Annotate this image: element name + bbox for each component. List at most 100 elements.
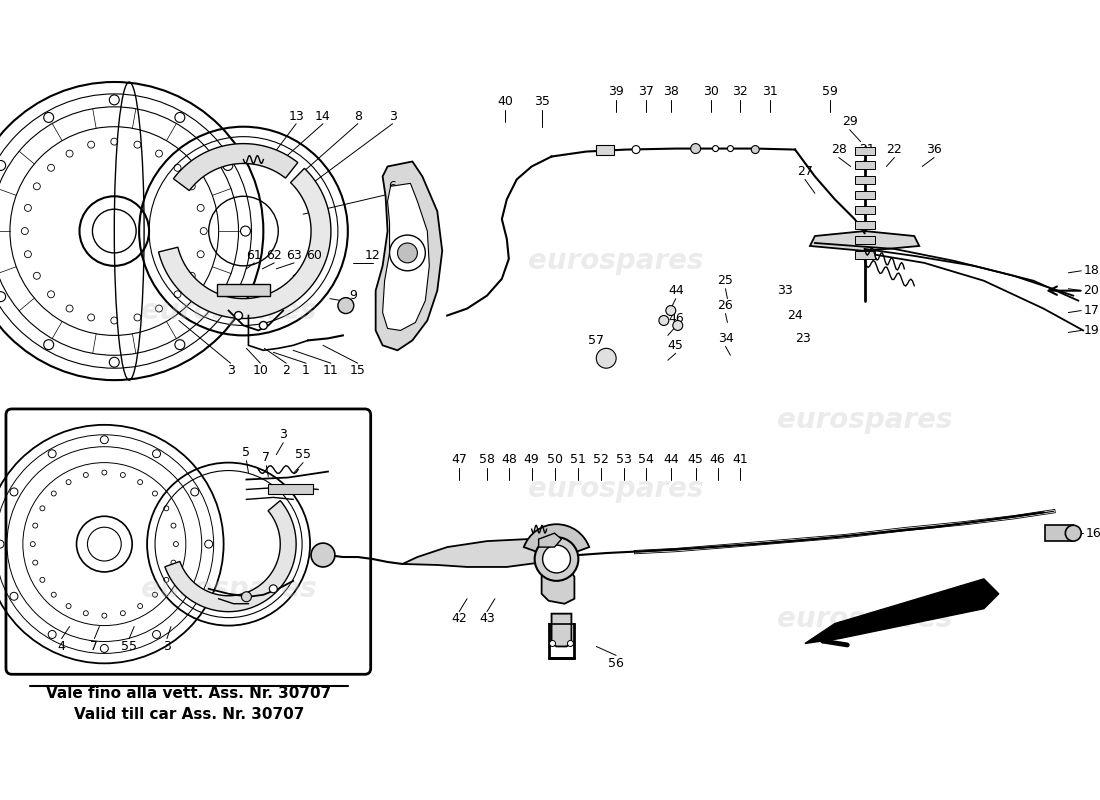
Circle shape <box>260 322 267 330</box>
Text: 3: 3 <box>163 640 170 653</box>
Text: 35: 35 <box>534 95 550 108</box>
Text: 3: 3 <box>279 428 287 442</box>
Bar <box>855 251 875 259</box>
Polygon shape <box>805 579 999 643</box>
Text: 40: 40 <box>497 95 513 108</box>
Text: 63: 63 <box>286 250 302 262</box>
Text: 53: 53 <box>616 453 632 466</box>
FancyBboxPatch shape <box>6 409 371 674</box>
Text: 61: 61 <box>246 250 262 262</box>
Text: 37: 37 <box>638 86 653 98</box>
Text: 5: 5 <box>242 446 251 459</box>
Text: 44: 44 <box>663 453 679 466</box>
Text: 51: 51 <box>571 453 586 466</box>
Bar <box>855 191 875 199</box>
Bar <box>217 284 271 296</box>
Text: 54: 54 <box>638 453 653 466</box>
Text: 18: 18 <box>1084 264 1099 278</box>
Text: 46: 46 <box>710 453 725 466</box>
Text: 55: 55 <box>121 640 138 653</box>
Text: 31: 31 <box>762 86 778 98</box>
Circle shape <box>596 348 616 368</box>
Text: 56: 56 <box>608 657 624 670</box>
Text: 17: 17 <box>1084 304 1099 317</box>
Text: 7: 7 <box>90 640 98 653</box>
Polygon shape <box>165 501 296 612</box>
Text: 19: 19 <box>1084 324 1099 337</box>
Text: 43: 43 <box>480 612 495 625</box>
Text: eurospares: eurospares <box>777 605 953 633</box>
Text: 48: 48 <box>500 453 517 466</box>
Text: 55: 55 <box>295 448 311 461</box>
Text: 26: 26 <box>717 299 734 312</box>
Circle shape <box>727 146 734 151</box>
Text: 7: 7 <box>262 451 271 464</box>
Circle shape <box>691 144 701 154</box>
Text: 25: 25 <box>717 274 734 287</box>
Circle shape <box>666 306 675 315</box>
Circle shape <box>1065 526 1081 541</box>
Text: 49: 49 <box>524 453 539 466</box>
Text: 33: 33 <box>778 284 793 297</box>
Text: 57: 57 <box>588 334 604 347</box>
Text: 50: 50 <box>547 453 562 466</box>
Text: 3: 3 <box>227 364 234 377</box>
Text: 13: 13 <box>288 110 304 123</box>
Text: 47: 47 <box>451 453 468 466</box>
Text: 45: 45 <box>668 339 684 352</box>
Text: 1: 1 <box>302 364 310 377</box>
Text: 39: 39 <box>608 86 624 98</box>
Text: 20: 20 <box>1084 284 1099 297</box>
Circle shape <box>311 543 334 567</box>
Circle shape <box>632 146 640 154</box>
Polygon shape <box>403 539 561 567</box>
Text: 8: 8 <box>354 110 362 123</box>
Text: 42: 42 <box>451 612 468 625</box>
Circle shape <box>751 146 759 154</box>
Text: 30: 30 <box>703 86 718 98</box>
Text: 22: 22 <box>887 143 902 156</box>
Polygon shape <box>810 231 920 251</box>
Polygon shape <box>551 614 571 646</box>
Text: Valid till car Ass. Nr. 30707: Valid till car Ass. Nr. 30707 <box>74 706 304 722</box>
Text: 3: 3 <box>388 110 396 123</box>
Circle shape <box>542 545 571 573</box>
Bar <box>855 162 875 170</box>
Text: 23: 23 <box>795 332 811 345</box>
Circle shape <box>397 243 417 263</box>
Text: 10: 10 <box>252 364 268 377</box>
Text: 59: 59 <box>822 86 838 98</box>
Bar <box>596 145 614 154</box>
Polygon shape <box>541 564 574 604</box>
Text: 38: 38 <box>663 86 679 98</box>
Polygon shape <box>174 144 298 190</box>
Text: 6: 6 <box>388 180 396 193</box>
Circle shape <box>270 585 277 593</box>
Text: 11: 11 <box>323 364 339 377</box>
Circle shape <box>242 592 252 602</box>
Text: 60: 60 <box>306 250 322 262</box>
Text: 21: 21 <box>859 143 874 156</box>
Circle shape <box>535 537 579 581</box>
Text: 46: 46 <box>668 312 683 325</box>
Text: 24: 24 <box>788 309 803 322</box>
Bar <box>855 221 875 229</box>
Text: 12: 12 <box>365 250 381 262</box>
Bar <box>1045 526 1074 541</box>
Bar <box>855 206 875 214</box>
Text: 15: 15 <box>350 364 365 377</box>
Text: 41: 41 <box>733 453 748 466</box>
Text: 34: 34 <box>717 332 734 345</box>
Polygon shape <box>158 168 331 318</box>
Text: 45: 45 <box>688 453 704 466</box>
Text: 9: 9 <box>349 289 356 302</box>
Circle shape <box>713 146 718 151</box>
Wedge shape <box>524 524 590 559</box>
Text: eurospares: eurospares <box>528 475 704 503</box>
Polygon shape <box>375 162 442 350</box>
Circle shape <box>234 311 242 319</box>
Text: Vale fino alla vett. Ass. Nr. 30707: Vale fino alla vett. Ass. Nr. 30707 <box>46 686 331 701</box>
Text: 58: 58 <box>478 453 495 466</box>
Text: 2: 2 <box>283 364 290 377</box>
Text: eurospares: eurospares <box>777 406 953 434</box>
